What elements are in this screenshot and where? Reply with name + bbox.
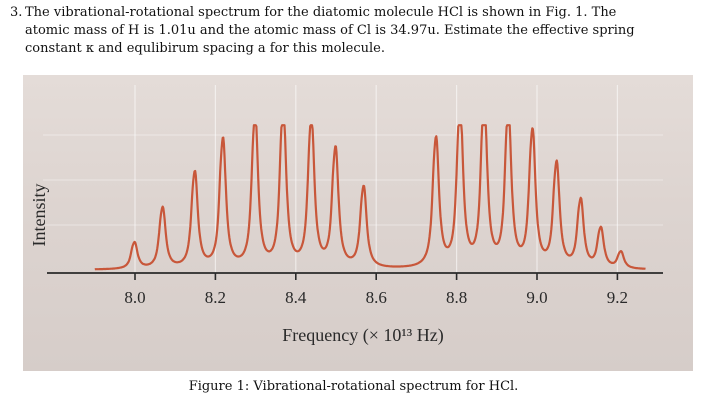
x-tick-label: 8.8 (446, 288, 467, 307)
spectrum-chart: 8.0 8.2 8.4 8.6 8.8 9.0 9.2 Intensity Frequency … (29, 85, 663, 346)
problem-text-line-2: atomic mass of H is 1.01u and the atomic… (25, 23, 635, 38)
x-tick-label: 9.0 (526, 288, 547, 307)
x-tick-label: 8.0 (124, 288, 145, 307)
x-tick-label: 8.6 (366, 288, 387, 307)
y-axis-label: Intensity (29, 184, 49, 247)
spectrum-trace (94, 124, 646, 271)
x-tick-label: 8.4 (285, 288, 307, 307)
problem-statement: 3. The vibrational-rotational spectrum fo… (10, 4, 700, 58)
problem-number: 3. (10, 5, 23, 20)
problem-text-line-3: constant κ and equlibirum spacing a for … (25, 41, 385, 56)
x-axis-label: Frequency (× 10¹³ Hz) (282, 325, 443, 346)
x-tick-label: 8.2 (205, 288, 226, 307)
figure-caption: Figure 1: Vibrational-rotational spectru… (188, 379, 519, 394)
spectrum-figure-photo: 8.0 8.2 8.4 8.6 8.8 9.0 9.2 Intensity Frequency … (23, 75, 693, 371)
problem-text-line-1: The vibrational-rotational spectrum for … (25, 5, 617, 20)
problem-line: 3. The vibrational-rotational spectrum fo… (10, 4, 700, 22)
x-tick-label: 9.2 (607, 288, 628, 307)
